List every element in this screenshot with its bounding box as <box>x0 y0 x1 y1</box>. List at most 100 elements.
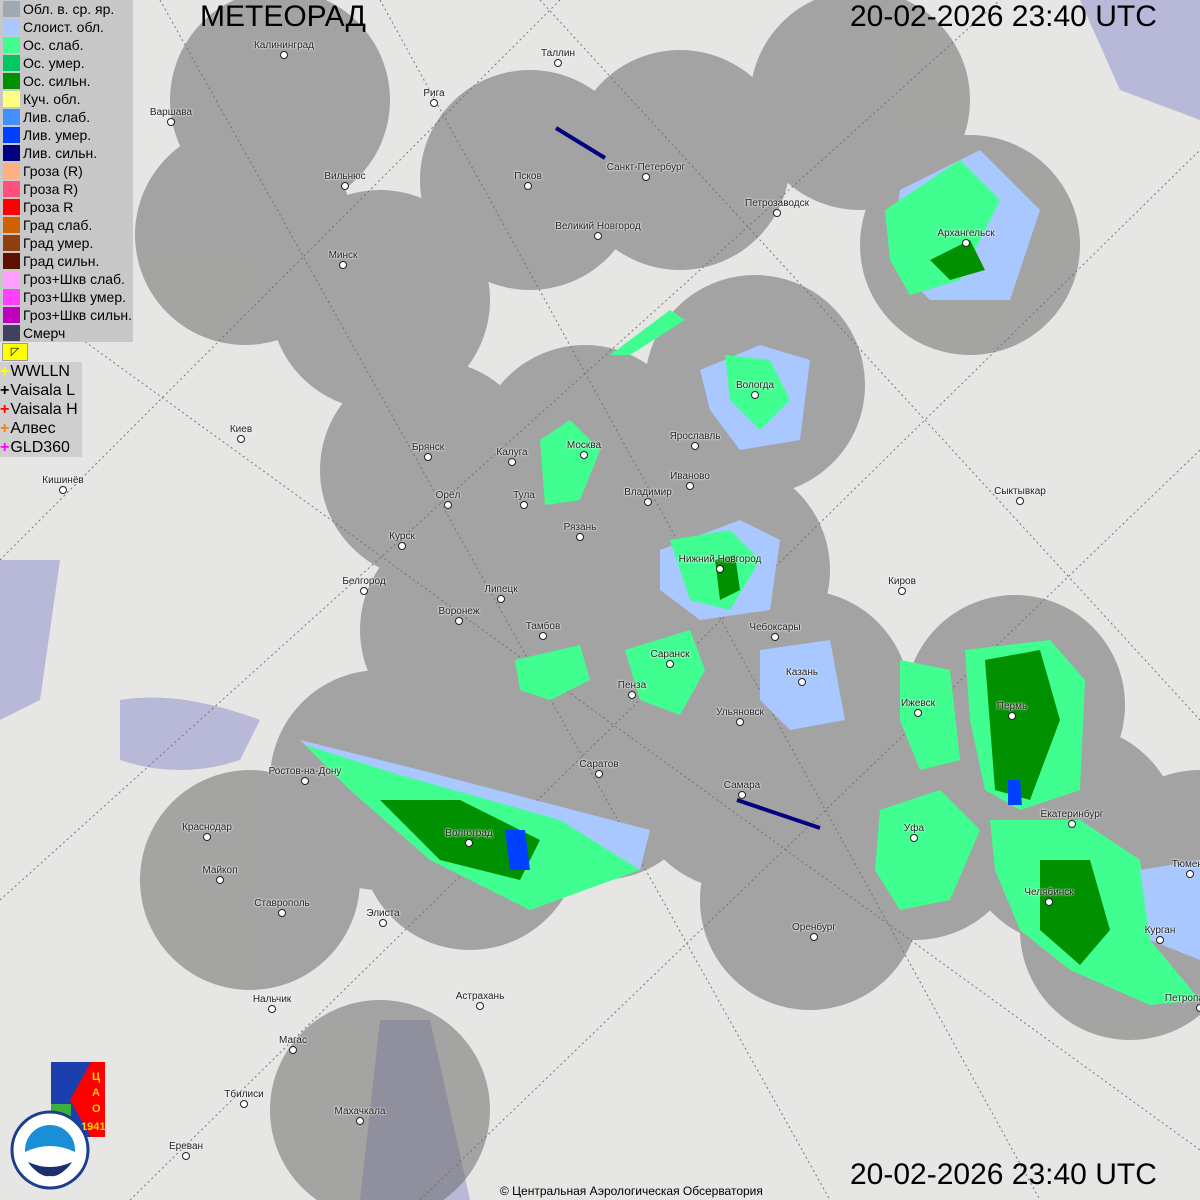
precipitation-area <box>885 160 1000 295</box>
city-marker-icon <box>576 533 584 541</box>
city-marker-icon <box>686 482 694 490</box>
legend-item: Гроз+Шкв умер. <box>0 288 133 306</box>
precipitation-area <box>985 650 1060 800</box>
city-label: Белгород <box>342 576 386 587</box>
city-label: Ставрополь <box>254 898 310 909</box>
legend-swatch <box>3 289 20 305</box>
legend-item: Град сильн. <box>0 252 133 270</box>
city-label: Сыктывкар <box>994 486 1046 497</box>
city-marker-icon <box>810 933 818 941</box>
city-marker-icon <box>642 173 650 181</box>
city-marker-icon <box>268 1005 276 1013</box>
city-label: Чебоксары <box>749 622 801 633</box>
radar-artifact-line <box>736 798 821 830</box>
precipitation-area <box>1040 860 1110 965</box>
city-label: Курск <box>389 531 415 542</box>
precipitation-area <box>625 630 705 715</box>
city-marker-icon <box>539 632 547 640</box>
city-marker-icon <box>520 501 528 509</box>
legend-item: Смерч <box>0 324 133 342</box>
city-label: Москва <box>566 440 602 451</box>
city-marker-icon <box>339 261 347 269</box>
legend-label: Куч. обл. <box>23 91 81 107</box>
svg-text:О: О <box>92 1103 101 1115</box>
svg-text:Ц: Ц <box>92 1071 100 1083</box>
precipitation-area <box>1008 780 1022 805</box>
city-marker-icon <box>1016 497 1024 505</box>
cross-icon: + <box>0 382 10 399</box>
city-marker-icon <box>424 453 432 461</box>
legend-label: Гроза R <box>23 199 74 215</box>
city-label: Таллин <box>541 48 575 59</box>
legend-swatch <box>3 55 20 71</box>
city-marker-icon <box>167 118 175 126</box>
lightning-network-item[interactable]: +Vaisala L <box>0 381 82 400</box>
city-marker-icon <box>1186 870 1194 878</box>
city-marker-icon <box>508 458 516 466</box>
city-marker-icon <box>738 791 746 799</box>
city-label: Рязань <box>563 522 597 533</box>
radar-artifact-line <box>554 126 607 160</box>
precipitation-area <box>900 660 960 770</box>
city-marker-icon <box>666 660 674 668</box>
city-marker-icon <box>182 1152 190 1160</box>
radar-coverage-area <box>700 790 920 1010</box>
city-label: Астрахань <box>455 991 505 1002</box>
radar-coverage-area <box>140 770 360 990</box>
precipitation-area <box>875 790 980 910</box>
lightning-network-item[interactable]: +Алвес <box>0 419 82 438</box>
city-label: Оренбург <box>791 922 837 933</box>
city-marker-icon <box>497 595 505 603</box>
precipitation-area <box>930 240 985 280</box>
legend-item: Гроза R <box>0 198 133 216</box>
svg-text:1941: 1941 <box>81 1121 105 1133</box>
legend-swatch <box>3 199 20 215</box>
legend-label: Град умер. <box>23 235 94 251</box>
svg-text:А: А <box>92 1087 100 1099</box>
timestamp-bottom: 20-02-2026 23:40 UTC <box>850 1158 1157 1191</box>
city-label: Саранск <box>650 649 690 660</box>
city-marker-icon <box>278 909 286 917</box>
city-label: Махачкала <box>334 1106 386 1117</box>
city-marker-icon <box>216 876 224 884</box>
city-label: Волгоград <box>445 828 493 839</box>
city-label: Архангельск <box>937 228 995 239</box>
city-marker-icon <box>301 777 309 785</box>
precipitation-area <box>540 420 600 505</box>
legend-label: Лив. слаб. <box>23 109 91 125</box>
legend-swatch <box>3 19 20 35</box>
legend-label: Ос. сильн. <box>23 73 91 89</box>
lightning-network-item[interactable]: +Vaisala H <box>0 400 82 419</box>
city-marker-icon <box>237 435 245 443</box>
city-label: Магас <box>279 1035 307 1046</box>
city-marker-icon <box>1068 820 1076 828</box>
city-label: Санкт-Петербург <box>606 162 686 173</box>
lightning-label: Vaisala H <box>10 401 78 418</box>
legend-swatch <box>3 73 20 89</box>
precipitation-area <box>380 800 540 880</box>
city-marker-icon <box>910 834 918 842</box>
city-marker-icon <box>691 442 699 450</box>
precipitation-area <box>505 830 530 870</box>
legend-toggle-button[interactable]: ◸ <box>2 343 28 361</box>
legend-label: Смерч <box>23 325 66 341</box>
black-sea <box>120 697 260 770</box>
legend-item: Обл. в. ср. яр. <box>0 0 133 18</box>
city-label: Ярославль <box>669 431 721 442</box>
legend-item: Гроз+Шкв слаб. <box>0 270 133 288</box>
legend-label: Обл. в. ср. яр. <box>23 1 115 17</box>
city-marker-icon <box>430 99 438 107</box>
lightning-network-item[interactable]: +WWLLN <box>0 362 82 381</box>
city-label: Владимир <box>624 487 672 498</box>
legend-swatch <box>3 109 20 125</box>
legend-label: Ос. слаб. <box>23 37 84 53</box>
legend-swatch <box>3 325 20 341</box>
city-marker-icon <box>628 691 636 699</box>
city-label: Вильнюс <box>324 171 366 182</box>
legend-item: Лив. умер. <box>0 126 133 144</box>
cross-icon: + <box>0 401 10 418</box>
lightning-network-item[interactable]: +GLD360 <box>0 438 82 457</box>
legend-label: Ос. умер. <box>23 55 85 71</box>
city-marker-icon <box>1045 898 1053 906</box>
city-label: Петропавловск <box>1164 993 1200 1004</box>
